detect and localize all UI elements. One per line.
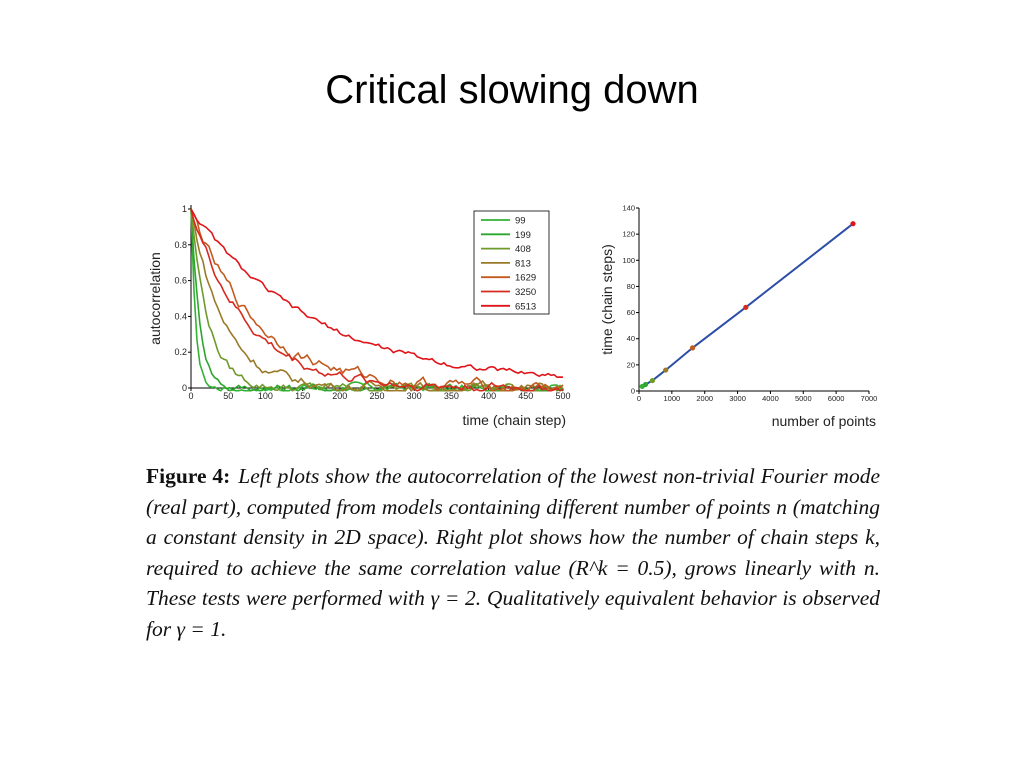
series-line-813 [190, 208, 564, 392]
data-point [850, 221, 856, 227]
x-axis-label: number of points [772, 413, 876, 429]
y-tick-label: 120 [622, 230, 635, 239]
scaling-chart: 0 1000 2000 3000 4000 5000 6000 7000 0 20 40 60 80 10… [599, 204, 877, 430]
caption-text: Left plots show the autocorrelation of t… [146, 464, 880, 641]
x-tick-label: 50 [223, 391, 233, 401]
x-axis-label: time (chain step) [463, 412, 566, 428]
x-tick-label: 1000 [664, 394, 681, 403]
legend-label: 199 [515, 230, 531, 241]
x-tick-label: 400 [481, 391, 496, 401]
x-tick-label: 0 [637, 394, 641, 403]
x-tick-label: 150 [295, 391, 310, 401]
data-point [663, 367, 669, 373]
figure-caption: Figure 4: Left plots show the autocorrela… [146, 461, 880, 644]
y-tick-label: 100 [622, 256, 635, 265]
data-point [642, 381, 649, 388]
fit-line [641, 222, 854, 388]
x-tick-label: 100 [258, 391, 273, 401]
data-point [743, 304, 749, 310]
series-line-1629 [190, 208, 564, 392]
y-tick-label: 60 [627, 308, 635, 317]
x-tick-label: 5000 [795, 394, 812, 403]
y-tick-label: 0 [631, 387, 635, 396]
y-tick-label: 0.2 [174, 347, 187, 357]
x-tick-label: 250 [369, 391, 384, 401]
y-tick-label: 20 [627, 360, 635, 369]
figure-charts: 0 50 100 150 200 250 300 350 400 450 50000.20.40.6… [147, 204, 877, 430]
series-line-3250 [190, 208, 564, 392]
x-tick-label: 3000 [729, 394, 746, 403]
legend-label: 3250 [515, 287, 536, 298]
x-tick-label: 350 [444, 391, 459, 401]
x-tick-label: 7000 [861, 394, 878, 403]
x-tick-label: 450 [518, 391, 533, 401]
legend-label: 99 [515, 216, 526, 227]
slide-title: Critical slowing down [325, 68, 699, 112]
x-tick-label: 0 [188, 391, 193, 401]
x-tick-label: 200 [332, 391, 347, 401]
x-tick-label: 4000 [762, 394, 779, 403]
legend-label: 6513 [515, 301, 536, 312]
y-tick-label: 1 [182, 204, 187, 214]
y-tick-label: 0.6 [174, 276, 187, 286]
y-tick-label: 80 [627, 282, 635, 291]
y-tick-label: 0 [182, 383, 187, 393]
x-tick-label: 300 [407, 391, 422, 401]
x-tick-label: 500 [555, 391, 570, 401]
series-line-6513 [190, 208, 564, 379]
y-tick-label: 0.4 [174, 311, 187, 321]
x-tick-label: 6000 [828, 394, 845, 403]
y-tick-label: 0.8 [174, 240, 187, 250]
data-point [649, 377, 656, 384]
y-axis-label: time (chain steps) [599, 244, 615, 354]
caption-label: Figure 4: [146, 464, 231, 488]
legend-label: 408 [515, 244, 531, 255]
data-point [689, 345, 696, 351]
y-tick-label: 40 [627, 334, 635, 343]
legend-label: 1629 [515, 273, 536, 284]
y-axis-label: autocorrelation [147, 252, 163, 345]
legend-label: 813 [515, 258, 531, 269]
x-tick-label: 2000 [696, 394, 713, 403]
y-tick-label: 140 [622, 204, 635, 213]
autocorrelation-chart: 0 50 100 150 200 250 300 350 400 450 500 0 0.2 0.4 0.6… [147, 204, 571, 428]
